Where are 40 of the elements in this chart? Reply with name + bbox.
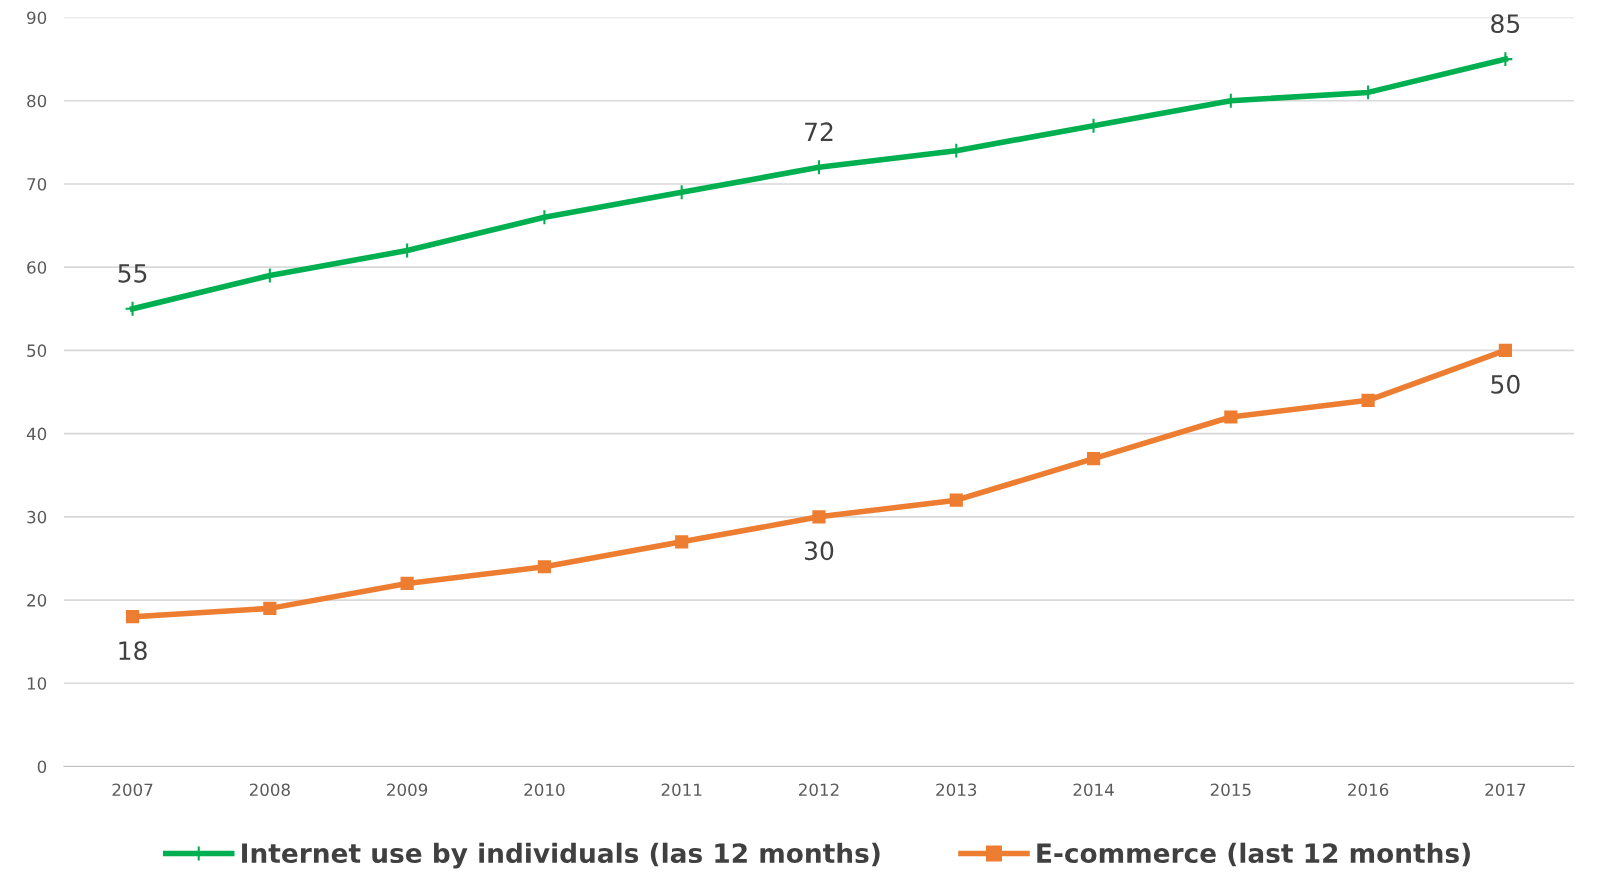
- point: [125, 610, 140, 624]
- x-tick-label: 2011: [661, 783, 702, 797]
- point: [400, 576, 414, 591]
- x-tick-label: 2016: [1348, 783, 1389, 797]
- point: [1361, 393, 1375, 407]
- data-label: 85: [1491, 14, 1520, 34]
- point: [675, 535, 689, 549]
- point: [1224, 410, 1238, 424]
- data-label: 30: [804, 541, 834, 561]
- y-tick-label: 0: [37, 760, 47, 774]
- x-tick-label: 2009: [387, 783, 428, 797]
- legend-label: E-commerce (last 12 months): [1037, 842, 1470, 867]
- data-label: 50: [1491, 374, 1520, 394]
- data-label: 18: [119, 641, 147, 661]
- x-tick-label: 2012: [798, 783, 839, 797]
- y-tick-label: 30: [27, 510, 47, 524]
- point: [1086, 451, 1101, 466]
- point: [263, 601, 277, 615]
- point: [812, 510, 826, 524]
- data-label: 72: [805, 122, 833, 141]
- data-label: 55: [118, 264, 147, 283]
- x-tick-label: 2010: [524, 783, 565, 797]
- y-tick-label: 70: [27, 177, 47, 191]
- y-tick-label: 90: [27, 11, 47, 25]
- y-tick-label: 60: [27, 261, 47, 274]
- x-tick-label: 2008: [249, 783, 290, 797]
- point: [537, 560, 552, 574]
- x-tick-label: 2013: [936, 783, 977, 797]
- x-tick-label: 2007: [112, 783, 153, 797]
- y-tick-label: 80: [27, 94, 47, 108]
- x-tick-label: 2014: [1073, 783, 1114, 797]
- x-tick-label: 2017: [1485, 783, 1526, 797]
- y-tick-label: 40: [26, 427, 47, 441]
- point: [949, 493, 963, 507]
- y-tick-label: 20: [27, 594, 47, 607]
- y-tick-label: 10: [27, 677, 47, 690]
- y-tick-label: 50: [27, 344, 47, 357]
- x-tick-label: 2015: [1210, 783, 1251, 797]
- point: [1498, 343, 1512, 357]
- legend-label: Internet use by individuals (las 12 months): [242, 842, 880, 869]
